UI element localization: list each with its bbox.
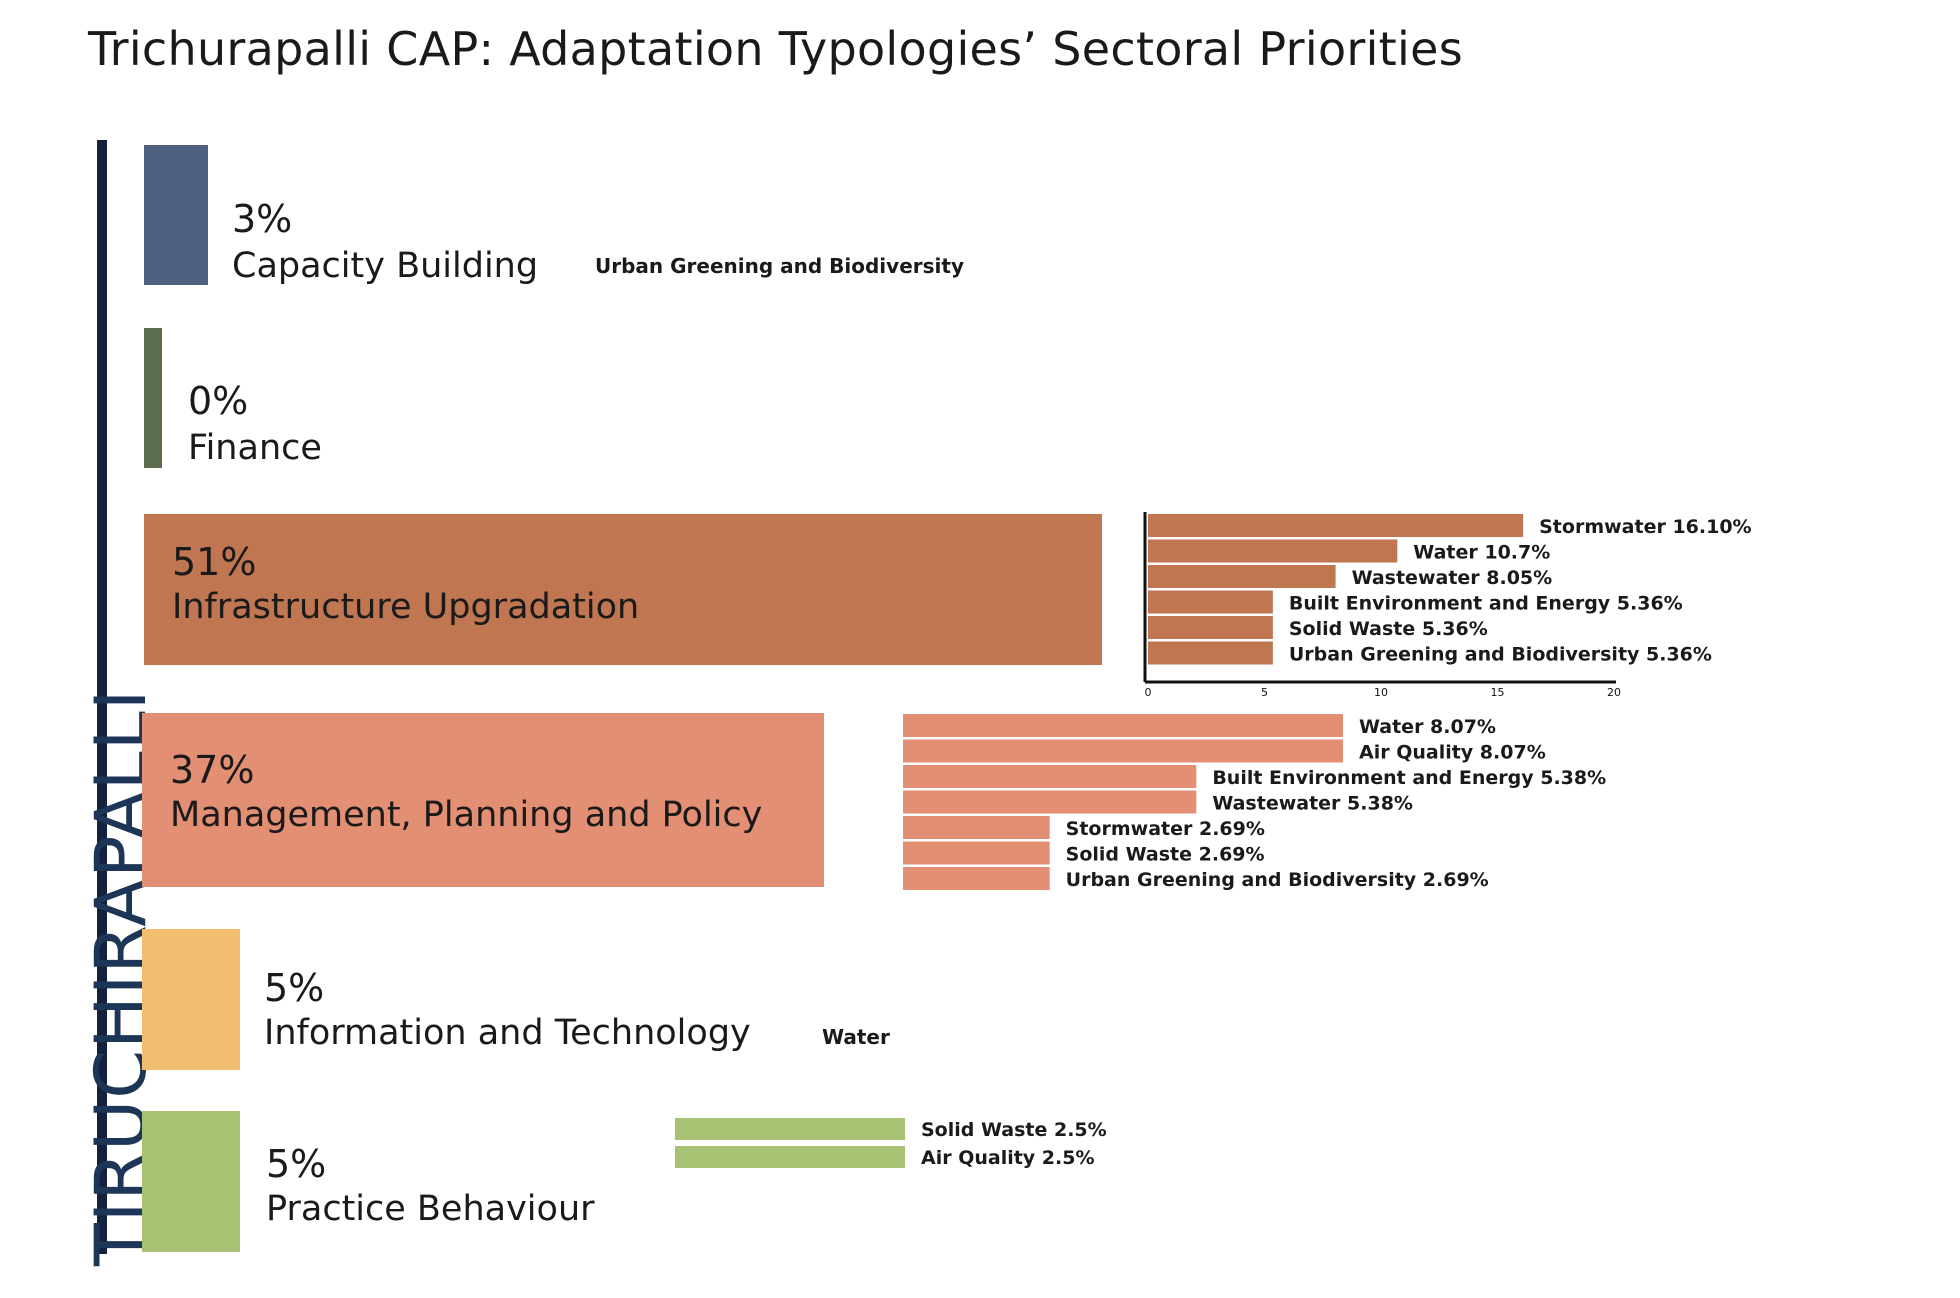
mgmt-bar-label: Urban Greening and Biodiversity 2.69%: [1066, 869, 1489, 891]
infra-bar-built-environment-and-energy: [1148, 590, 1273, 614]
mgmt-bar-air-quality: [903, 739, 1343, 763]
finance-label: Finance: [188, 428, 322, 468]
infrastructure-percent: 51%: [172, 540, 257, 584]
mgmt-bar-label: Built Environment and Energy 5.38%: [1212, 767, 1606, 789]
infra-bar-label: Water 10.7%: [1413, 542, 1550, 564]
capacity-percent: 3%: [232, 197, 293, 241]
practice-bar-air-quality: [675, 1146, 905, 1168]
infra-x-tick-label: 5: [1261, 686, 1268, 699]
management-label: Management, Planning and Policy: [170, 795, 763, 835]
mgmt-bar-water: [903, 714, 1343, 737]
finance-percent: 0%: [188, 379, 249, 423]
management-block: [142, 713, 824, 887]
information-note: Water: [822, 1025, 890, 1049]
infra-bar-label: Built Environment and Energy 5.36%: [1289, 593, 1683, 615]
infra-bar-label: Stormwater 16.10%: [1539, 516, 1751, 538]
mgmt-bar-solid-waste: [903, 841, 1050, 865]
capacity-block: [144, 145, 208, 285]
practice-bar-solid-waste: [675, 1118, 905, 1140]
mgmt-bar-label: Air Quality 8.07%: [1359, 742, 1546, 764]
mgmt-bar-label: Solid Waste 2.69%: [1066, 844, 1265, 866]
practice-bar-label: Solid Waste 2.5%: [921, 1119, 1107, 1141]
information-label: Information and Technology: [264, 1013, 751, 1053]
infra-bar-urban-greening-and-biodiversity: [1148, 641, 1273, 665]
mgmt-bar-stormwater: [903, 816, 1050, 839]
infra-bar-water: [1148, 539, 1398, 563]
infra-bar-label: Urban Greening and Biodiversity 5.36%: [1289, 644, 1712, 666]
infrastructure-block: [144, 514, 1102, 665]
practice-percent: 5%: [266, 1142, 327, 1186]
mgmt-bar-built-environment-and-energy: [903, 765, 1197, 788]
infra-x-tick-label: 10: [1374, 686, 1388, 699]
information-percent: 5%: [264, 966, 325, 1010]
mgmt-bar-wastewater: [903, 790, 1197, 814]
infra-x-tick-label: 0: [1145, 686, 1152, 699]
city-bar: [97, 140, 107, 1254]
practice-label: Practice Behaviour: [266, 1189, 595, 1229]
infra-x-tick-label: 20: [1607, 686, 1621, 699]
capacity-label: Capacity Building: [232, 246, 539, 286]
infra-bar-stormwater: [1148, 514, 1524, 537]
infra-bar-solid-waste: [1148, 616, 1273, 639]
infra-bar-label: Wastewater 8.05%: [1352, 567, 1553, 589]
infra-bar-wastewater: [1148, 565, 1336, 588]
infra-bar-label: Solid Waste 5.36%: [1289, 618, 1488, 640]
mgmt-bar-urban-greening-and-biodiversity: [903, 867, 1050, 890]
mgmt-bar-label: Wastewater 5.38%: [1212, 793, 1413, 815]
practice-bar-label: Air Quality 2.5%: [921, 1147, 1095, 1169]
mgmt-bar-label: Stormwater 2.69%: [1066, 818, 1265, 840]
practice-block: [142, 1111, 240, 1252]
finance-block: [144, 328, 162, 468]
mgmt-bar-label: Water 8.07%: [1359, 716, 1496, 738]
chart-title: Trichurapalli CAP: Adaptation Typologies…: [88, 22, 1463, 76]
infrastructure-label: Infrastructure Upgradation: [172, 587, 640, 627]
infra-x-tick-label: 15: [1491, 686, 1505, 699]
management-percent: 37%: [170, 748, 255, 792]
information-block: [142, 929, 240, 1070]
capacity-note: Urban Greening and Biodiversity: [595, 254, 964, 278]
